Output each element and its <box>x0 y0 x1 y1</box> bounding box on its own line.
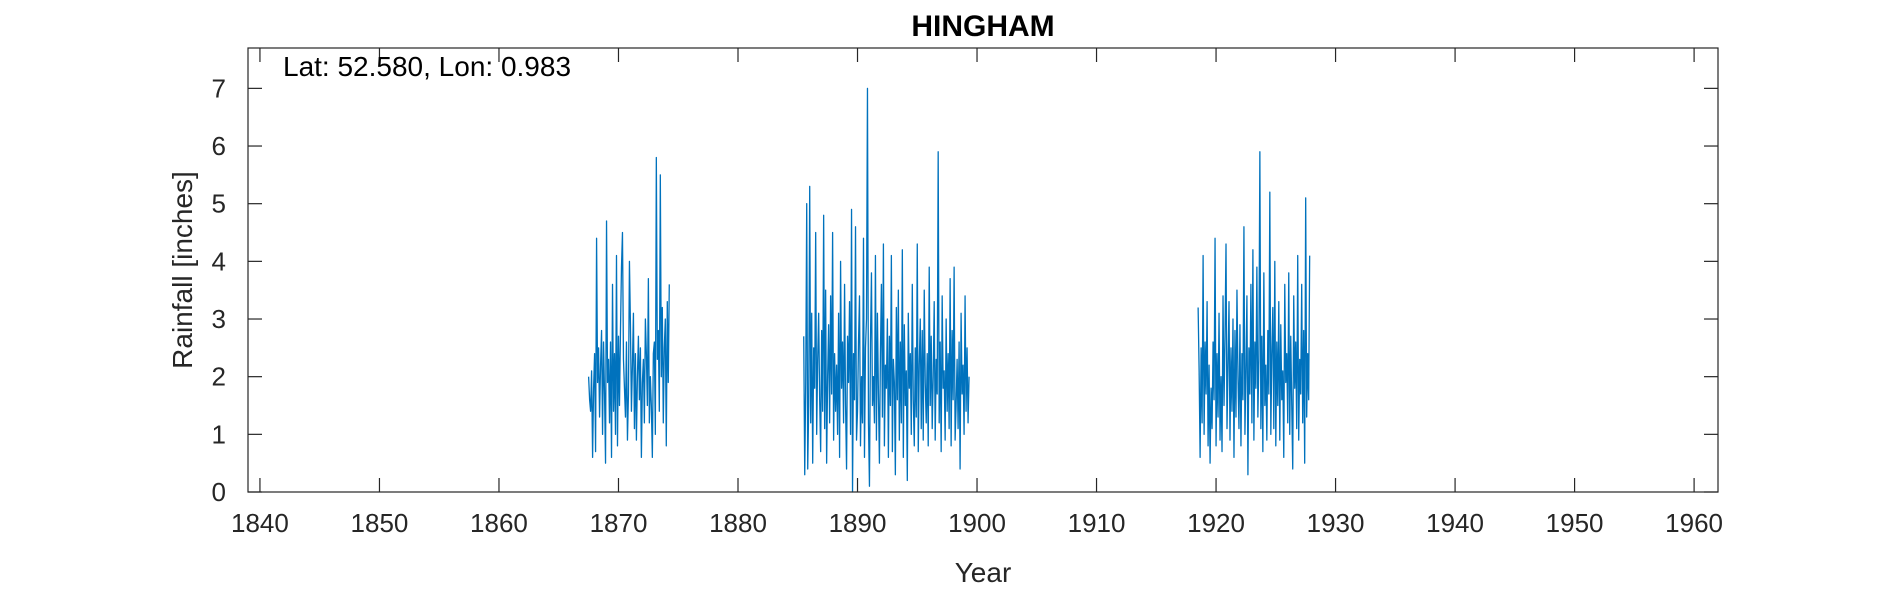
rainfall-series-line <box>587 156 670 464</box>
x-tick-label: 1920 <box>1187 508 1245 538</box>
rainfall-series-line <box>1197 151 1311 476</box>
x-tick-label: 1840 <box>231 508 289 538</box>
chart-title: HINGHAM <box>911 10 1054 43</box>
y-axis-label: Rainfall [inches] <box>167 171 198 369</box>
y-tick-label: 4 <box>212 246 226 276</box>
station-location-annotation: Lat: 52.580, Lon: 0.983 <box>283 51 571 82</box>
x-tick-label: 1860 <box>470 508 528 538</box>
x-tick-label: 1950 <box>1546 508 1604 538</box>
x-tick-label: 1900 <box>948 508 1006 538</box>
x-tick-label: 1870 <box>590 508 648 538</box>
x-axis: 1840 1850 1860 1870 1880 1890 1900 1910 1920 1930… <box>231 48 1723 538</box>
plot-area <box>248 48 1718 492</box>
rainfall-series-line <box>803 87 970 493</box>
x-tick-label: 1960 <box>1665 508 1723 538</box>
y-axis: 0 1 2 3 4 5 6 7 <box>212 73 1718 507</box>
plot-frame <box>247 47 1719 493</box>
y-tick-label: 1 <box>212 419 226 449</box>
x-tick-label: 1930 <box>1307 508 1365 538</box>
y-tick-label: 6 <box>212 131 226 161</box>
y-tick-label: 5 <box>212 189 226 219</box>
x-tick-label: 1890 <box>829 508 887 538</box>
x-tick-label: 1910 <box>1068 508 1126 538</box>
y-tick-label: 7 <box>212 73 226 103</box>
y-tick-label: 2 <box>212 362 226 392</box>
series-layer <box>587 87 1311 493</box>
x-tick-label: 1940 <box>1426 508 1484 538</box>
y-tick-label: 0 <box>212 477 226 507</box>
x-tick-label: 1880 <box>709 508 767 538</box>
y-tick-label: 3 <box>212 304 226 334</box>
x-axis-label: Year <box>955 557 1012 588</box>
x-tick-label: 1850 <box>351 508 409 538</box>
